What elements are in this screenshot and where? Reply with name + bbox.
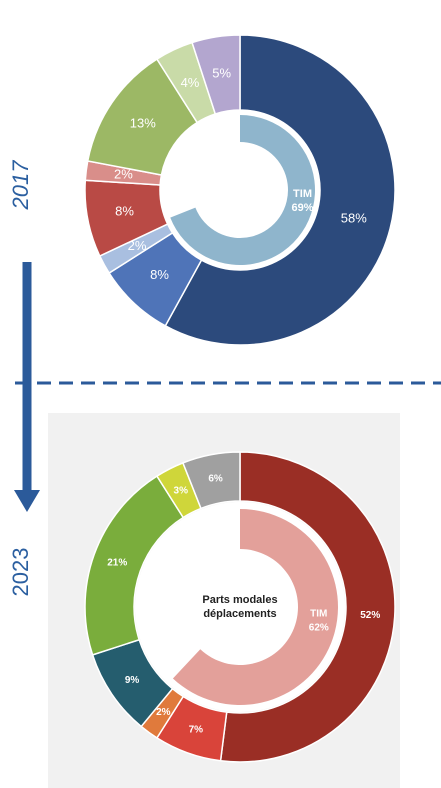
segment-label: 8% (150, 267, 169, 282)
inner-name: TIM (293, 188, 312, 200)
year-label: 2023 (8, 548, 33, 597)
center-label: déplacements (203, 608, 276, 620)
segment-label: 8% (115, 203, 134, 218)
inner-segment (170, 115, 315, 265)
inner-label: 69% (292, 202, 314, 214)
inner-segment (172, 509, 338, 705)
segment-label: 3% (174, 485, 189, 496)
segment-label: 13% (130, 115, 156, 130)
segment-label: 2% (128, 238, 147, 253)
segment-label: 52% (360, 610, 380, 621)
inner-label: 62% (309, 623, 329, 634)
segment-label: 2% (156, 707, 171, 718)
segment-label: 7% (189, 724, 204, 735)
segment-label: 9% (125, 675, 140, 686)
plots: 58%8%2%8%2%13%4%5%TIM69%52%7%2%9%21%3%6%… (84, 34, 396, 763)
segment-label: 4% (181, 75, 200, 90)
center-label: Parts modales (202, 594, 277, 606)
inner-name: TIM (310, 609, 327, 620)
donut-segment (181, 451, 241, 510)
donut-segment (164, 34, 396, 346)
donut-segment (219, 451, 396, 763)
segment-label: 6% (208, 473, 223, 484)
year-label: 2017 (8, 160, 33, 211)
segment-label: 2% (114, 167, 133, 182)
segment-label: 5% (212, 65, 231, 80)
arrow-head (14, 490, 40, 512)
segment-label: 21% (107, 557, 127, 568)
segment-label: 58% (341, 211, 367, 226)
donut-segment (191, 34, 241, 115)
